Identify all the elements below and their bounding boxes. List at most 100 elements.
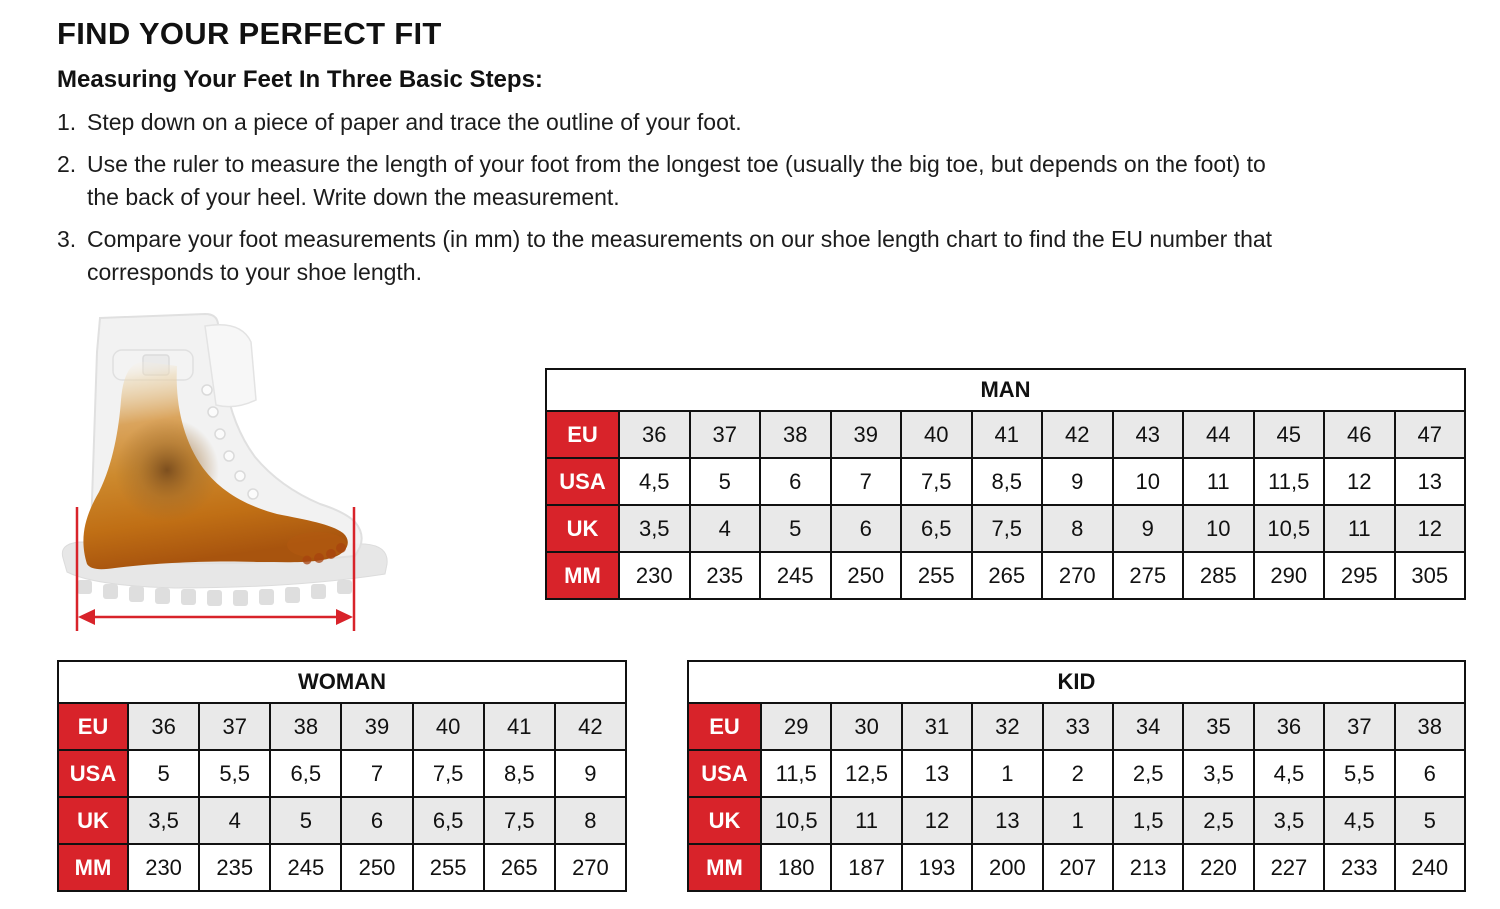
size-cell: 9 xyxy=(1111,504,1184,553)
size-cell: 12 xyxy=(1393,504,1466,553)
size-cell: 36 xyxy=(618,410,691,459)
size-table-woman: WOMAN EU 36 37 38 39 40 41 42 USA 5 5,5 6,5 7 7,5 8,5 9 U… xyxy=(57,660,628,892)
step-1: 1. Step down on a piece of paper and tra… xyxy=(57,106,1481,139)
size-cell: 6 xyxy=(340,796,414,845)
size-cell: 265 xyxy=(482,843,556,892)
size-cell: 9 xyxy=(553,749,628,798)
size-cell: 6 xyxy=(1393,749,1467,798)
size-cell: 30 xyxy=(830,702,903,751)
size-cell: 41 xyxy=(482,702,556,751)
row-label-cell: EU xyxy=(57,702,129,751)
size-cell: 285 xyxy=(1182,551,1255,600)
size-cell: 47 xyxy=(1393,410,1466,459)
size-cell: 39 xyxy=(340,702,414,751)
size-cell: 11,5 xyxy=(759,749,833,798)
step-text-line: the back of your heel. Write down the me… xyxy=(87,184,620,210)
size-cell: 6 xyxy=(829,504,902,553)
size-cell: 193 xyxy=(900,843,974,892)
table-title: MAN xyxy=(545,368,1466,412)
step-text-line: Compare your foot measurements (in mm) t… xyxy=(87,226,1273,252)
row-label-cell: EU xyxy=(687,702,762,751)
size-cell: 8 xyxy=(1041,504,1114,553)
table-row: MM 230 235 245 250 255 265 270 275 285 290 295 305 xyxy=(545,551,1466,600)
size-cell: 200 xyxy=(971,843,1044,892)
table-row: EU 36 37 38 39 40 41 42 xyxy=(57,702,628,751)
size-cell: 38 xyxy=(1393,702,1467,751)
size-cell: 1,5 xyxy=(1111,796,1185,845)
size-cell: 41 xyxy=(970,410,1043,459)
size-cell: 11 xyxy=(1323,504,1396,553)
size-cell: 270 xyxy=(553,843,628,892)
size-cell: 233 xyxy=(1323,843,1396,892)
size-cell: 7 xyxy=(829,457,902,506)
size-cell: 3,5 xyxy=(126,796,201,845)
size-cell: 12,5 xyxy=(830,749,903,798)
size-cell: 13 xyxy=(971,796,1044,845)
size-cell: 10,5 xyxy=(1252,504,1325,553)
size-cell: 255 xyxy=(411,843,485,892)
table-title: WOMAN xyxy=(57,660,627,704)
table-title-row: MAN xyxy=(545,368,1466,412)
size-cell: 4,5 xyxy=(1252,749,1326,798)
row-label-cell: MM xyxy=(57,843,129,892)
size-table-kid: KID EU 29 30 31 32 33 34 35 36 37 38 USA 11,5 12,5 13 1 2… xyxy=(687,660,1467,892)
size-cell: 6,5 xyxy=(411,796,485,845)
table-row: USA 4,5 5 6 7 7,5 8,5 9 10 11 11,5 12 13 xyxy=(545,457,1466,506)
size-cell: 213 xyxy=(1111,843,1185,892)
size-cell: 11 xyxy=(1182,457,1255,506)
size-cell: 36 xyxy=(1252,702,1326,751)
step-text-line: corresponds to your shoe length. xyxy=(87,259,422,285)
size-cell: 255 xyxy=(900,551,973,600)
size-cell: 5,5 xyxy=(1323,749,1396,798)
size-cell: 42 xyxy=(553,702,628,751)
size-cell: 7,5 xyxy=(900,457,973,506)
row-label-cell: UK xyxy=(545,504,620,553)
size-cell: 29 xyxy=(759,702,833,751)
size-cell: 1 xyxy=(1041,796,1114,845)
size-cell: 290 xyxy=(1252,551,1325,600)
step-text-line: Step down on a piece of paper and trace … xyxy=(87,109,742,135)
step-text-line: Use the ruler to measure the length of y… xyxy=(87,151,1266,177)
table-row: MM 180 187 193 200 207 213 220 227 233 240 xyxy=(687,843,1467,892)
size-cell: 39 xyxy=(829,410,902,459)
size-cell: 270 xyxy=(1041,551,1114,600)
row-label-cell: MM xyxy=(545,551,620,600)
size-cell: 7 xyxy=(340,749,414,798)
size-cell: 7,5 xyxy=(482,796,556,845)
size-cell: 240 xyxy=(1393,843,1467,892)
size-cell: 11 xyxy=(830,796,903,845)
row-label-cell: EU xyxy=(545,410,620,459)
size-cell: 275 xyxy=(1111,551,1184,600)
section-subtitle: Measuring Your Feet In Three Basic Steps… xyxy=(57,66,543,93)
row-label-cell: USA xyxy=(545,457,620,506)
size-cell: 5,5 xyxy=(198,749,272,798)
size-cell: 37 xyxy=(198,702,272,751)
size-cell: 6,5 xyxy=(269,749,343,798)
size-cell: 235 xyxy=(198,843,272,892)
size-cell: 5 xyxy=(688,457,761,506)
size-table-man: MAN EU 36 37 38 39 40 41 42 43 44 45 46 47 USA 4,5 5 6 7 7,… xyxy=(545,368,1466,600)
step-3: 3. Compare your foot measurements (in mm… xyxy=(57,223,1481,289)
size-cell: 8 xyxy=(553,796,628,845)
size-cell: 12 xyxy=(900,796,974,845)
size-cell: 2,5 xyxy=(1111,749,1185,798)
boot-tongue xyxy=(204,324,257,408)
size-cell: 5 xyxy=(759,504,832,553)
size-cell: 235 xyxy=(688,551,761,600)
size-cell: 2,5 xyxy=(1182,796,1255,845)
ankle-bone-highlight xyxy=(115,418,219,522)
size-cell: 5 xyxy=(1393,796,1467,845)
size-cell: 10 xyxy=(1182,504,1255,553)
boot-xray-illustration xyxy=(55,312,395,637)
size-cell: 230 xyxy=(126,843,201,892)
size-cell: 245 xyxy=(759,551,832,600)
size-cell: 13 xyxy=(900,749,974,798)
size-cell: 1 xyxy=(971,749,1044,798)
size-cell: 38 xyxy=(269,702,343,751)
size-cell: 37 xyxy=(1323,702,1396,751)
size-cell: 250 xyxy=(340,843,414,892)
size-cell: 8,5 xyxy=(970,457,1043,506)
size-cell: 36 xyxy=(126,702,201,751)
size-cell: 7,5 xyxy=(411,749,485,798)
